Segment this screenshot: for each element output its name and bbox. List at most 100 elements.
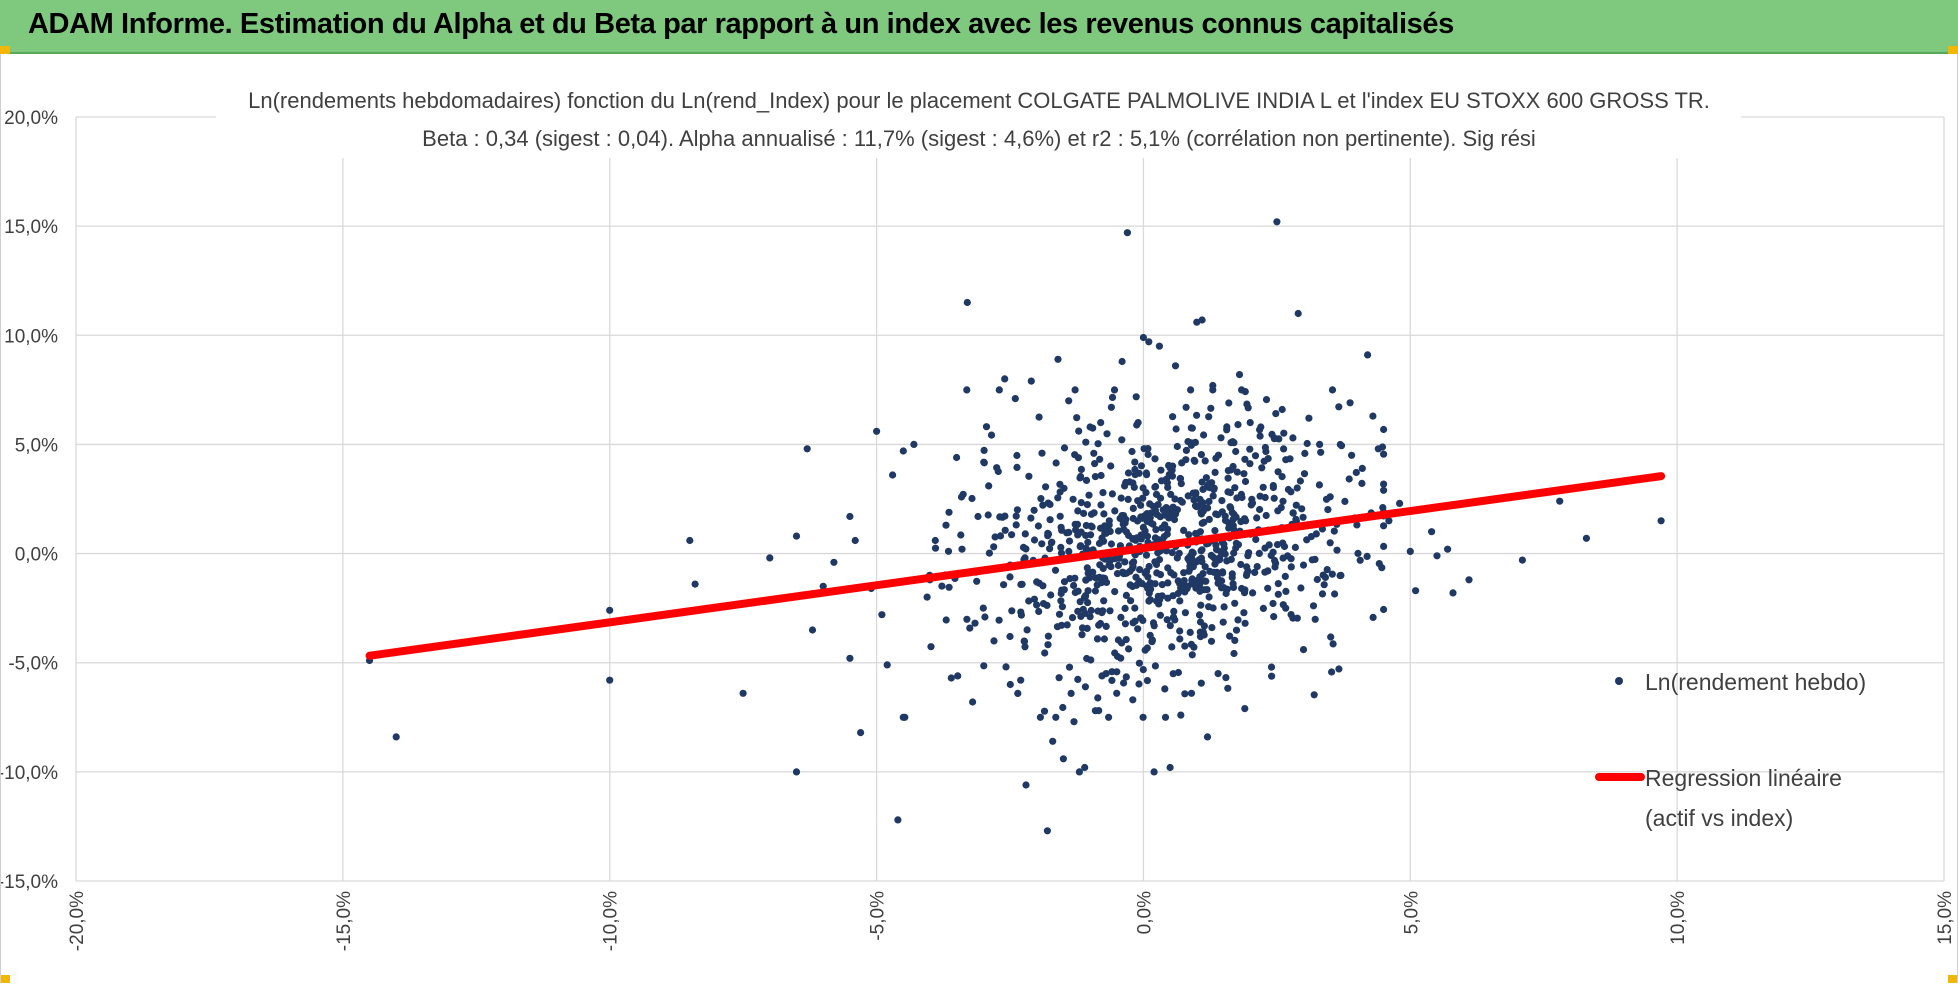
data-point [1088, 523, 1096, 531]
data-point [1084, 599, 1092, 607]
data-point [1313, 575, 1321, 584]
data-point [1331, 590, 1339, 598]
data-point [1319, 571, 1327, 579]
data-point [1094, 440, 1102, 448]
data-point [1262, 511, 1270, 520]
data-point [1017, 676, 1025, 684]
data-point [1161, 685, 1169, 693]
data-point [1081, 683, 1089, 691]
data-point [1166, 763, 1174, 772]
data-point [1363, 552, 1371, 561]
data-point [1280, 542, 1289, 551]
data-point [1038, 449, 1046, 457]
data-point [1070, 718, 1078, 726]
data-point [984, 511, 992, 519]
data-point [942, 521, 950, 529]
data-point [1201, 563, 1209, 571]
data-point [985, 549, 994, 557]
data-point [1128, 582, 1137, 591]
data-point [1224, 474, 1232, 482]
data-point [1324, 506, 1332, 514]
data-point [1385, 517, 1393, 525]
data-point [1039, 501, 1047, 509]
data-point [1274, 468, 1282, 476]
data-point [1191, 457, 1199, 465]
data-point [1270, 494, 1278, 502]
data-point [1129, 514, 1137, 523]
chart-area: -15,0% -10,0% -5,0% 0,0% 5,0% 10,0% 15,0% 20,0%… [0, 54, 1958, 983]
data-point [1264, 455, 1272, 463]
data-point [606, 676, 614, 684]
data-point [1284, 552, 1292, 560]
data-point [1153, 510, 1161, 519]
data-point [995, 616, 1003, 624]
data-point [819, 582, 827, 590]
data-point [1132, 393, 1140, 401]
corner-marker-bottom-right [1948, 975, 1958, 983]
data-point [963, 298, 971, 307]
data-point [1230, 549, 1238, 557]
data-point [1225, 399, 1233, 407]
data-point [1131, 471, 1139, 479]
data-point [971, 619, 979, 627]
data-point [1139, 484, 1147, 492]
data-point [1098, 534, 1106, 542]
data-point [1328, 668, 1336, 676]
data-point [1141, 569, 1149, 577]
data-point [1204, 504, 1212, 512]
data-point [1137, 501, 1145, 509]
data-point [1289, 434, 1297, 442]
data-point [1052, 713, 1060, 721]
data-point [1180, 582, 1188, 590]
data-point [1257, 423, 1265, 431]
data-point [1299, 513, 1307, 521]
data-point [990, 637, 998, 645]
data-point [1082, 476, 1091, 484]
data-point [1356, 556, 1364, 564]
data-point [1006, 573, 1014, 581]
data-point [1035, 413, 1043, 421]
data-point [1444, 545, 1452, 553]
data-point [1120, 679, 1128, 687]
data-point [1226, 632, 1234, 640]
data-point [991, 533, 999, 541]
data-point [1184, 438, 1192, 446]
data-point [1145, 589, 1153, 597]
data-point [1094, 694, 1102, 702]
data-point [1240, 470, 1248, 478]
data-point [1170, 571, 1178, 579]
data-point [1146, 579, 1154, 587]
data-point [1046, 545, 1054, 553]
data-point [1240, 609, 1248, 617]
legend: Ln(rendement hebdo) Regression linéaire … [1595, 669, 1866, 831]
data-point [1148, 638, 1156, 646]
data-point [1052, 459, 1060, 467]
data-point [1259, 604, 1267, 613]
data-point [1211, 527, 1219, 535]
data-point [1159, 506, 1167, 514]
data-point [1256, 505, 1264, 514]
data-point [1169, 413, 1177, 421]
data-point [1139, 666, 1147, 674]
data-point [851, 536, 859, 545]
data-point [1223, 557, 1231, 565]
data-point [1129, 619, 1137, 627]
data-point [1119, 517, 1127, 525]
data-point [1197, 451, 1205, 459]
data-point [1130, 558, 1138, 566]
data-point [1099, 607, 1107, 615]
data-point [1327, 633, 1335, 641]
data-point [1111, 507, 1119, 515]
data-point [1137, 535, 1145, 543]
data-point [1069, 495, 1077, 503]
data-point [1229, 583, 1238, 592]
data-point [1215, 576, 1223, 584]
data-point [1118, 436, 1126, 444]
data-point [1027, 514, 1035, 522]
data-point [1176, 627, 1184, 635]
data-point [1082, 438, 1090, 446]
data-point [1231, 599, 1239, 607]
data-point [1131, 458, 1139, 466]
data-point [963, 386, 971, 394]
data-point [1220, 603, 1228, 611]
